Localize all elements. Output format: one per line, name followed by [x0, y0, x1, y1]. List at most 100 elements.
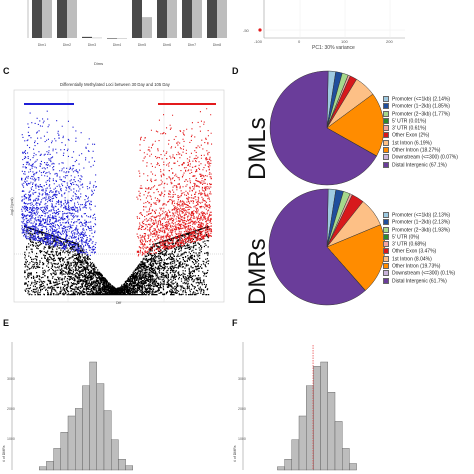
legend-item: Other Exon (3.47%)	[383, 248, 455, 255]
hist-e-bar	[118, 459, 126, 471]
legend-label: Downstream (<=300) (0.07%)	[392, 154, 458, 161]
legend-label: Promoter (<=1kb) (2.13%)	[392, 212, 451, 219]
pca-point	[258, 28, 262, 32]
legend-item: Promoter (1~2kb) (2.13%)	[383, 219, 455, 226]
legend-label: 3' UTR (0.61%)	[392, 125, 427, 132]
legend-label: Distal Intergenic (67.1%)	[392, 162, 447, 168]
volcano-frame	[13, 89, 225, 303]
hist-e-bar	[67, 415, 76, 471]
hist-f-ylabel: # of DMRs	[233, 445, 237, 462]
hist-e-bar	[103, 410, 112, 471]
legend-item: Promoter (2~3kb) (1.77%)	[383, 110, 458, 118]
legend-label: Promoter (1~2kb) (1.85%)	[392, 103, 450, 110]
legend-item: 3' UTR (0.68%)	[383, 241, 455, 248]
legend-item: Other Intron (18.27%)	[383, 147, 458, 154]
hist-f-ytick-1: 3000	[238, 377, 246, 381]
hist-e-bar	[89, 361, 97, 471]
legend-swatch	[383, 270, 389, 277]
top-left-bar-dark	[32, 0, 42, 38]
top-left-xtick: Dim5	[138, 43, 146, 47]
legend-item: 5' UTR (0.01%)	[383, 117, 458, 125]
legend-swatch	[383, 117, 389, 124]
top-left-xlabel: Dims	[94, 61, 104, 66]
hist-f-bar	[320, 361, 329, 471]
legend-swatch	[383, 110, 389, 117]
top-left-bar-light	[42, 0, 52, 38]
legend-swatch	[383, 147, 389, 154]
legend-swatch	[383, 132, 389, 139]
legend-item: Other Exon (2%)	[383, 132, 458, 139]
hist-f-bar	[334, 421, 343, 471]
panel-label-c: C	[3, 66, 10, 76]
top-left-xtick: Dim1	[38, 43, 46, 47]
top-left-bar-dark	[182, 0, 192, 38]
top-right-pca: -50 -100 0 100 200 PC1: 30% variance	[240, 0, 474, 60]
hist-f-ytick-3: 1000	[238, 437, 246, 441]
hist-e-bar	[39, 466, 47, 471]
legend-swatch	[383, 255, 389, 262]
legend-swatch	[383, 154, 389, 161]
legend-swatch	[383, 125, 389, 132]
top-left-xtick: Dim8	[213, 43, 221, 47]
pca-ytick: -50	[243, 28, 249, 33]
top-left-bar-dark	[107, 38, 117, 39]
legend-label: Distal Intergenic (61.7%)	[392, 278, 447, 284]
legend-label: 3' UTR (0.68%)	[392, 241, 427, 248]
hist-f-bar	[277, 466, 285, 471]
top-left-xtick: Dim2	[63, 43, 71, 47]
legend-label: Other Exon (3.47%)	[392, 248, 437, 255]
hist-e-bar	[125, 465, 133, 471]
top-left-bar-dark	[82, 36, 92, 38]
top-left-xtick: Dim4	[113, 43, 121, 47]
top-left-barchart-svg: Dim1 Dim2 Dim3 Dim4 Dim5 Dim6 Dim7 Dim8	[27, 0, 227, 47]
top-left-xtick: Dim6	[163, 43, 171, 47]
top-left-bar-light	[167, 0, 177, 38]
legend-item: Distal Intergenic (67.1%)	[383, 161, 458, 169]
hist-e-ytick-2: 2000	[7, 407, 15, 411]
legend-swatch	[383, 96, 389, 102]
volcano-plot: Differentially Methylated Loci between 3…	[8, 76, 226, 306]
hist-f-bar	[313, 366, 321, 471]
volcano-points-ns	[24, 226, 210, 296]
top-left-bar-light	[92, 37, 102, 39]
legend-label: Other Intron (19.73%)	[392, 263, 441, 270]
legend-swatch	[383, 103, 389, 110]
legend-swatch	[383, 226, 389, 233]
top-left-bar-light	[192, 0, 202, 38]
hist-f-bar	[284, 459, 293, 471]
panel-label-e: E	[3, 318, 10, 328]
top-left-bar-light	[67, 0, 77, 38]
legend-swatch	[383, 233, 389, 240]
top-left-barchart: Dim1 Dim2 Dim3 Dim4 Dim5 Dim6 Dim7 Dim8 Dims	[0, 0, 230, 66]
legend-swatch	[383, 241, 389, 248]
top-right-pca-svg	[258, 0, 405, 39]
hist-e-bar	[74, 408, 83, 471]
top-left-xtick: Dim7	[188, 43, 196, 47]
top-left-bar-dark	[157, 0, 167, 38]
pca-xtick-1: -100	[254, 39, 263, 44]
legend-label: 1st Intron (8.04%)	[392, 256, 432, 263]
legend-item: Promoter (<=1kb) (2.14%)	[383, 96, 458, 103]
top-left-bar-dark	[207, 0, 217, 38]
legend-item: 3' UTR (0.61%)	[383, 125, 458, 132]
hist-e-ytick-1: 3000	[7, 377, 15, 381]
pca-xtick-4: 200	[386, 39, 393, 44]
legend-item: Downstream (<=300) (0.07%)	[383, 154, 458, 161]
legend-label: Downstream (<=300) (0.1%)	[392, 270, 456, 277]
hist-f-ytick-2: 2000	[238, 407, 246, 411]
top-left-bar-dark	[132, 0, 142, 38]
top-left-bar-light	[117, 38, 127, 39]
hist-e-bar	[60, 432, 69, 471]
pie-dmrs-legend: Promoter (<=1kb) (2.13%) Promoter (1~2kb)…	[383, 212, 455, 285]
legend-swatch	[383, 212, 389, 218]
hist-e-bar	[53, 448, 61, 471]
legend-swatch	[383, 139, 389, 146]
top-left-bar-dark	[57, 0, 67, 38]
volcano-svg	[13, 89, 225, 303]
hist-f-bar	[291, 439, 300, 471]
pca-xtick-2: 0	[298, 39, 301, 44]
legend-item: Distal Intergenic (61.7%)	[383, 277, 455, 285]
panel-label-f: F	[232, 318, 238, 328]
legend-swatch	[383, 277, 389, 284]
legend-label: 5' UTR (0.01%)	[392, 118, 427, 125]
